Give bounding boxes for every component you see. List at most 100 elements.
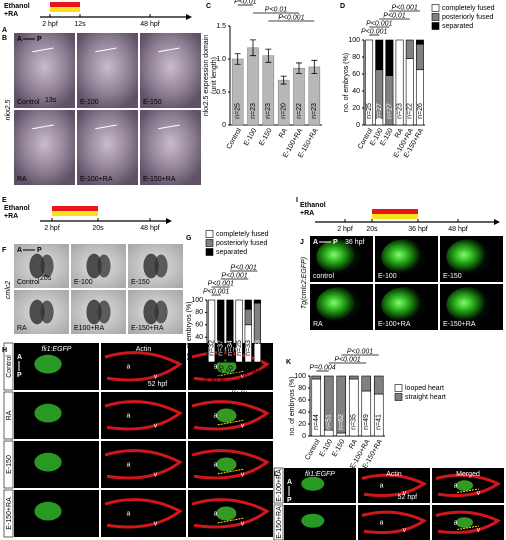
chamber-label: v: [241, 472, 245, 479]
legend-swatch: [205, 239, 214, 247]
chamber-label: v: [403, 527, 407, 534]
p-value-label: P<0.001: [361, 28, 387, 35]
n-label: n=44: [313, 414, 320, 430]
stain-blob: [97, 254, 111, 278]
chamber-label: a: [380, 519, 384, 526]
stage-label: 36 hpf: [345, 239, 365, 246]
legend-label: looped heart: [405, 385, 444, 392]
y-tick-label: 1.0: [216, 56, 226, 63]
y-axis-label: nkx2.5 expression domain: [203, 35, 210, 116]
actin-signal: [104, 400, 183, 431]
axis-label: P: [37, 36, 42, 43]
y-axis-label: no. of embryos (%): [343, 53, 350, 112]
annotation-line: [32, 124, 54, 130]
row-label-box: [273, 504, 284, 540]
annotation-line: [217, 419, 244, 426]
chamber-label: v: [403, 490, 407, 497]
y-tick-label: 0: [356, 122, 360, 129]
x-tick-label: Control: [304, 438, 322, 461]
y-tick-label: 60: [298, 397, 306, 404]
x-tick-label: RA: [348, 438, 359, 450]
actin-signal: [435, 473, 502, 498]
legend-swatch: [394, 393, 403, 401]
panel-letter: J: [300, 239, 304, 246]
timeline-tick-label: 2 hpf: [42, 21, 58, 28]
x-tick-label: RA: [278, 127, 289, 139]
panel-letter: I: [296, 197, 298, 204]
cell-label: E-150: [131, 279, 150, 286]
bar-segment: [348, 375, 359, 380]
cell-label: E-100: [378, 273, 397, 280]
legend-swatch: [205, 230, 214, 238]
image-cell: [77, 110, 138, 185]
gfp-signal: [216, 457, 237, 472]
y-tick-label: 0: [199, 359, 203, 366]
bar-segment: [415, 39, 424, 45]
row-label-box: [3, 489, 14, 538]
n-label: n=49: [363, 414, 370, 430]
chamber-label: a: [214, 412, 218, 419]
annotation-line: [32, 47, 54, 53]
cell-label: E-150+RA: [131, 325, 164, 332]
bar-segment: [405, 39, 414, 60]
chamber-label: a: [454, 482, 458, 489]
legend-swatch: [431, 4, 440, 12]
treatment-bar: [372, 214, 418, 219]
x-tick-label: RA: [233, 364, 244, 376]
axis-label: P: [17, 372, 22, 379]
chamber-label: v: [241, 521, 245, 528]
row-label: E-150+RA: [276, 506, 283, 539]
panel-letter: E: [2, 197, 7, 204]
axis-label: A: [17, 36, 22, 43]
stage-label: 52 hpf: [398, 494, 418, 501]
panel-letter: B: [2, 35, 7, 42]
treatment-bar: [50, 2, 80, 7]
chamber-label: a: [380, 482, 384, 489]
gfp-signal: [34, 354, 62, 374]
actin-signal: [191, 449, 270, 480]
annotation-line: [457, 488, 479, 493]
bar-segment: [336, 432, 347, 437]
y-axis-label: no. of embryos (%): [289, 376, 296, 435]
bar-segment: [395, 39, 404, 126]
legend-label: posteriorly fused: [442, 14, 493, 21]
stain-blob: [154, 300, 168, 324]
panel-letter: C: [206, 3, 211, 10]
image-cell: [358, 468, 430, 503]
bar-segment: [311, 375, 322, 380]
n-label: n=25: [366, 103, 373, 119]
n-label: n=41: [376, 414, 383, 430]
n-label: n=25: [236, 340, 243, 356]
stain-blob: [29, 299, 45, 325]
gfp-signal: [446, 287, 491, 323]
n-label: n=32: [208, 340, 215, 356]
p-value-label: P<0.01: [383, 12, 405, 19]
p-value-label: P<0.001: [278, 14, 304, 21]
panel-letter: H: [2, 347, 7, 354]
n-label: n=27: [376, 103, 383, 119]
image-cell: [77, 33, 138, 108]
gfp-signal: [216, 408, 237, 423]
bar-segment: [365, 39, 374, 126]
gfp-signal: [34, 501, 62, 521]
n-label: n=23: [265, 103, 272, 119]
n-label: n=62: [338, 414, 345, 430]
treatment-label: Ethanol: [4, 3, 30, 10]
annotation-line: [457, 525, 479, 530]
axis-label: P: [333, 239, 338, 246]
bar-segment: [217, 299, 225, 363]
error-bar: [250, 39, 256, 57]
chamber-label: a: [127, 510, 131, 517]
chamber-label: a: [214, 510, 218, 517]
actin-signal: [361, 473, 428, 498]
row-label: RA: [6, 410, 13, 420]
timeline-tick-label: 36 hpf: [408, 226, 428, 233]
treatment-label: Ethanol: [300, 202, 326, 209]
y-axis-label: no. of embryos (%): [186, 301, 193, 360]
treatment-bar: [372, 209, 418, 214]
gfp-signal: [301, 513, 325, 528]
gfp-signal: [455, 480, 474, 491]
image-cell: [140, 110, 201, 185]
p-value-label: P<0.001: [392, 4, 418, 11]
gfp-signal: [455, 517, 474, 528]
